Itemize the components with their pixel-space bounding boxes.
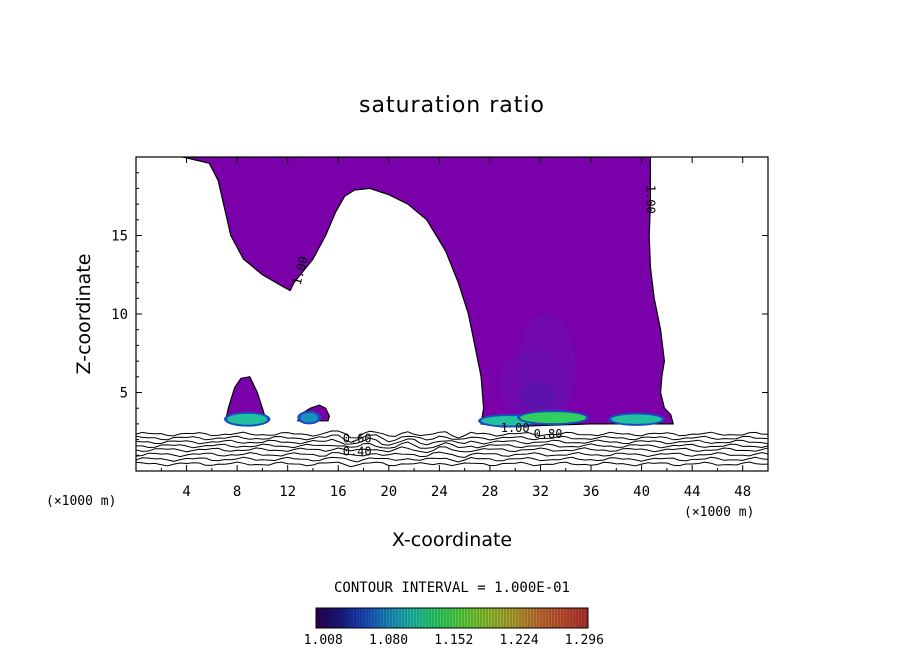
x-tick-label: 48 — [734, 484, 751, 500]
contour-interval-text: CONTOUR INTERVAL = 1.000E-01 — [334, 580, 570, 596]
x-ticks: 4 8 12 16 20 24 28 32 36 40 44 48 — [160, 157, 751, 500]
x-tick-label: 24 — [431, 484, 448, 500]
colorbar-tick-label: 1.008 — [304, 633, 343, 648]
colorbar-tick-label: 1.224 — [500, 633, 539, 648]
surface-contour-0.8 — [136, 434, 768, 443]
x-unit-left: (×1000 m) — [46, 494, 116, 509]
colorbar: 1.008 1.080 1.152 1.224 1.296 — [304, 607, 604, 648]
x-tick-label: 44 — [684, 484, 701, 500]
y-tick-label: 15 — [111, 229, 128, 245]
contour-label-1: 1.00 — [644, 185, 658, 214]
surface-contour-0.4 — [136, 451, 768, 459]
x-tick-label: 16 — [330, 484, 347, 500]
x-tick-label: 8 — [233, 484, 241, 500]
x-tick-label: 36 — [583, 484, 600, 500]
x-unit-right: (×1000 m) — [684, 505, 754, 520]
contour-label-2: 0.60 — [343, 432, 372, 446]
main-cloud — [182, 157, 674, 428]
contour-labels: 1.001.000.600.401.00 0.80 — [290, 185, 658, 458]
surface-contour-0.3 — [136, 456, 768, 463]
y-tick-label: 10 — [111, 307, 128, 323]
x-tick-label: 20 — [380, 484, 397, 500]
surface-contour-lines — [136, 430, 768, 468]
hotspot-0 — [224, 411, 271, 427]
hotspot-core — [300, 412, 319, 423]
y-ticks: 5 10 15 — [111, 172, 768, 456]
colorbar-stripes — [318, 608, 587, 628]
x-tick-label: 32 — [532, 484, 549, 500]
colorbar-ticks: 1.008 1.080 1.152 1.224 1.296 — [304, 633, 604, 648]
x-tick-label: 40 — [633, 484, 650, 500]
hotspot-core — [520, 412, 586, 424]
surface-contour-0.9 — [136, 430, 768, 439]
y-tick-label: 5 — [120, 386, 128, 402]
colorbar-tick-label: 1.296 — [565, 633, 604, 648]
hotspot-3 — [517, 410, 589, 426]
surface-contour-0.5 — [136, 446, 768, 454]
hotspot-4 — [608, 412, 665, 426]
plot-area: 1.001.000.600.401.00 0.80 — [136, 157, 768, 468]
x-tick-label: 12 — [279, 484, 296, 500]
surface-contour-0.2 — [136, 461, 768, 468]
x-tick-label: 4 — [182, 484, 190, 500]
colorbar-tick-label: 1.152 — [434, 633, 473, 648]
hotspot-core — [611, 414, 662, 424]
filled-contours — [182, 157, 674, 428]
contour-label-5: 0.80 — [534, 427, 563, 441]
hotspot-1 — [297, 410, 322, 425]
surface-contour-0.6 — [136, 441, 768, 449]
shading-blob-2 — [518, 381, 557, 410]
contour-label-3: 0.40 — [343, 444, 372, 458]
surface-contour-0.7 — [136, 437, 768, 446]
colorbar-tick-label: 1.080 — [369, 633, 408, 648]
y-axis-title: Z-coordinate — [73, 254, 95, 375]
contour-label-4: 1.00 — [501, 421, 530, 435]
x-tick-label: 28 — [481, 484, 498, 500]
x-axis-title: X-coordinate — [392, 529, 512, 551]
chart-title: saturation ratio — [359, 93, 545, 118]
hotspot-core — [227, 413, 268, 425]
